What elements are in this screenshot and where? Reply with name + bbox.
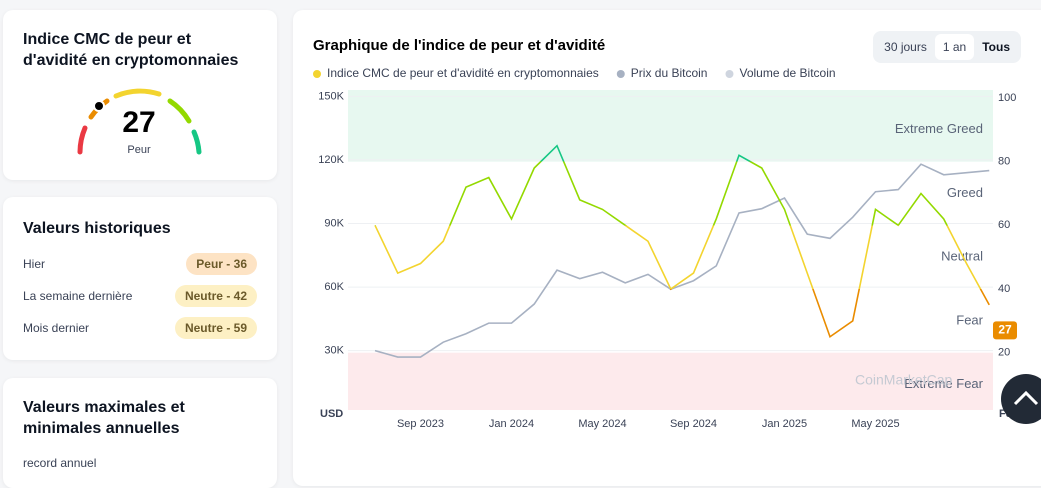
y-tick-label: 150K bbox=[318, 90, 344, 102]
icon bbox=[1013, 390, 1039, 406]
card-title: Valeurs historiques bbox=[23, 220, 171, 237]
zone-label: Extreme Fear bbox=[904, 376, 983, 391]
row-label: La semaine dernière bbox=[23, 289, 133, 303]
page: Indice CMC de peur et d'avidité en crypt… bbox=[3, 10, 1041, 470]
x-tick-label: Jan 2025 bbox=[762, 418, 807, 430]
row-value: Neutre - 59 bbox=[174, 317, 257, 339]
y2-tick-label: 100 bbox=[998, 92, 1016, 104]
legend-marker bbox=[313, 70, 321, 78]
history-card: Valeurs historiques Hier Peur - 36 La sema… bbox=[3, 197, 277, 360]
row-value: Neutre - 42 bbox=[174, 285, 257, 307]
chart: Graphique de l'indice de peur et d'avidi… bbox=[313, 37, 1022, 430]
current-value: 27 bbox=[998, 323, 1012, 337]
range-button[interactable]: 1 an bbox=[934, 34, 975, 60]
history-row: Hier Peur - 36 bbox=[23, 253, 257, 275]
legend-label: Volume de Bitcoin bbox=[739, 66, 835, 80]
x-tick-label: May 2025 bbox=[851, 418, 899, 430]
y2-tick-label: 60 bbox=[998, 219, 1010, 231]
row-value: Peur - 36 bbox=[186, 253, 257, 275]
range-button[interactable]: Tous bbox=[982, 40, 1010, 54]
zone-band bbox=[348, 90, 993, 162]
history-row: La semaine dernière Neutre - 42 bbox=[23, 285, 257, 307]
chart-title: Graphique de l'indice de peur et d'avidi… bbox=[313, 37, 605, 54]
gauge-value: 27 bbox=[122, 106, 155, 139]
gauge: 27 Peur bbox=[77, 88, 202, 156]
card-subtitle: record annuel bbox=[23, 456, 97, 470]
card-title: Valeurs maximales et minimales annuelles bbox=[23, 399, 185, 437]
y-tick-label: 120K bbox=[318, 154, 344, 166]
legend-marker bbox=[725, 70, 734, 78]
scroll-top-button[interactable] bbox=[1001, 374, 1041, 424]
y-tick-label: 30K bbox=[324, 345, 344, 357]
zone-label: Greed bbox=[947, 185, 983, 200]
current-badge bbox=[993, 321, 1017, 340]
history-row: Mois dernier Neutre - 59 bbox=[23, 317, 257, 339]
x-tick-label: Sep 2023 bbox=[397, 418, 444, 430]
range-switch: 30 jours 1 an Tous bbox=[873, 31, 1021, 63]
row-label: Mois dernier bbox=[23, 321, 90, 335]
card-title: Indice CMC de peur et d'avidité en crypt… bbox=[23, 31, 239, 69]
range-button[interactable]: 30 jours bbox=[884, 40, 927, 54]
legend-marker bbox=[616, 70, 625, 78]
y2-tick-label: 80 bbox=[998, 156, 1010, 168]
zone-label: Fear bbox=[956, 312, 983, 327]
extremes-card: Valeurs maximales et minimales annuelles… bbox=[3, 378, 277, 488]
y-axis-label: USD bbox=[320, 408, 343, 420]
y2-tick-label: 40 bbox=[998, 283, 1010, 295]
zone-band bbox=[348, 352, 993, 410]
row-label: Hier bbox=[23, 257, 46, 271]
y2-tick-label: 20 bbox=[998, 347, 1010, 359]
legend-label: Indice CMC de peur et d'avidité en crypt… bbox=[327, 66, 599, 80]
x-tick-label: Jan 2024 bbox=[489, 418, 534, 430]
gauge-label: Peur bbox=[127, 144, 151, 156]
y-tick-label: 60K bbox=[324, 281, 344, 293]
series-line bbox=[374, 163, 990, 358]
legend-label: Prix du Bitcoin bbox=[631, 66, 708, 80]
y-tick-label: 90K bbox=[324, 217, 344, 229]
x-tick-label: May 2024 bbox=[578, 418, 626, 430]
zone-label: Extreme Greed bbox=[895, 121, 983, 136]
series-line bbox=[374, 144, 990, 339]
sentiment-card: Indice CMC de peur et d'avidité en crypt… bbox=[3, 10, 277, 180]
x-tick-label: Sep 2024 bbox=[670, 418, 717, 430]
watermark: CoinMarketCap bbox=[855, 372, 952, 388]
